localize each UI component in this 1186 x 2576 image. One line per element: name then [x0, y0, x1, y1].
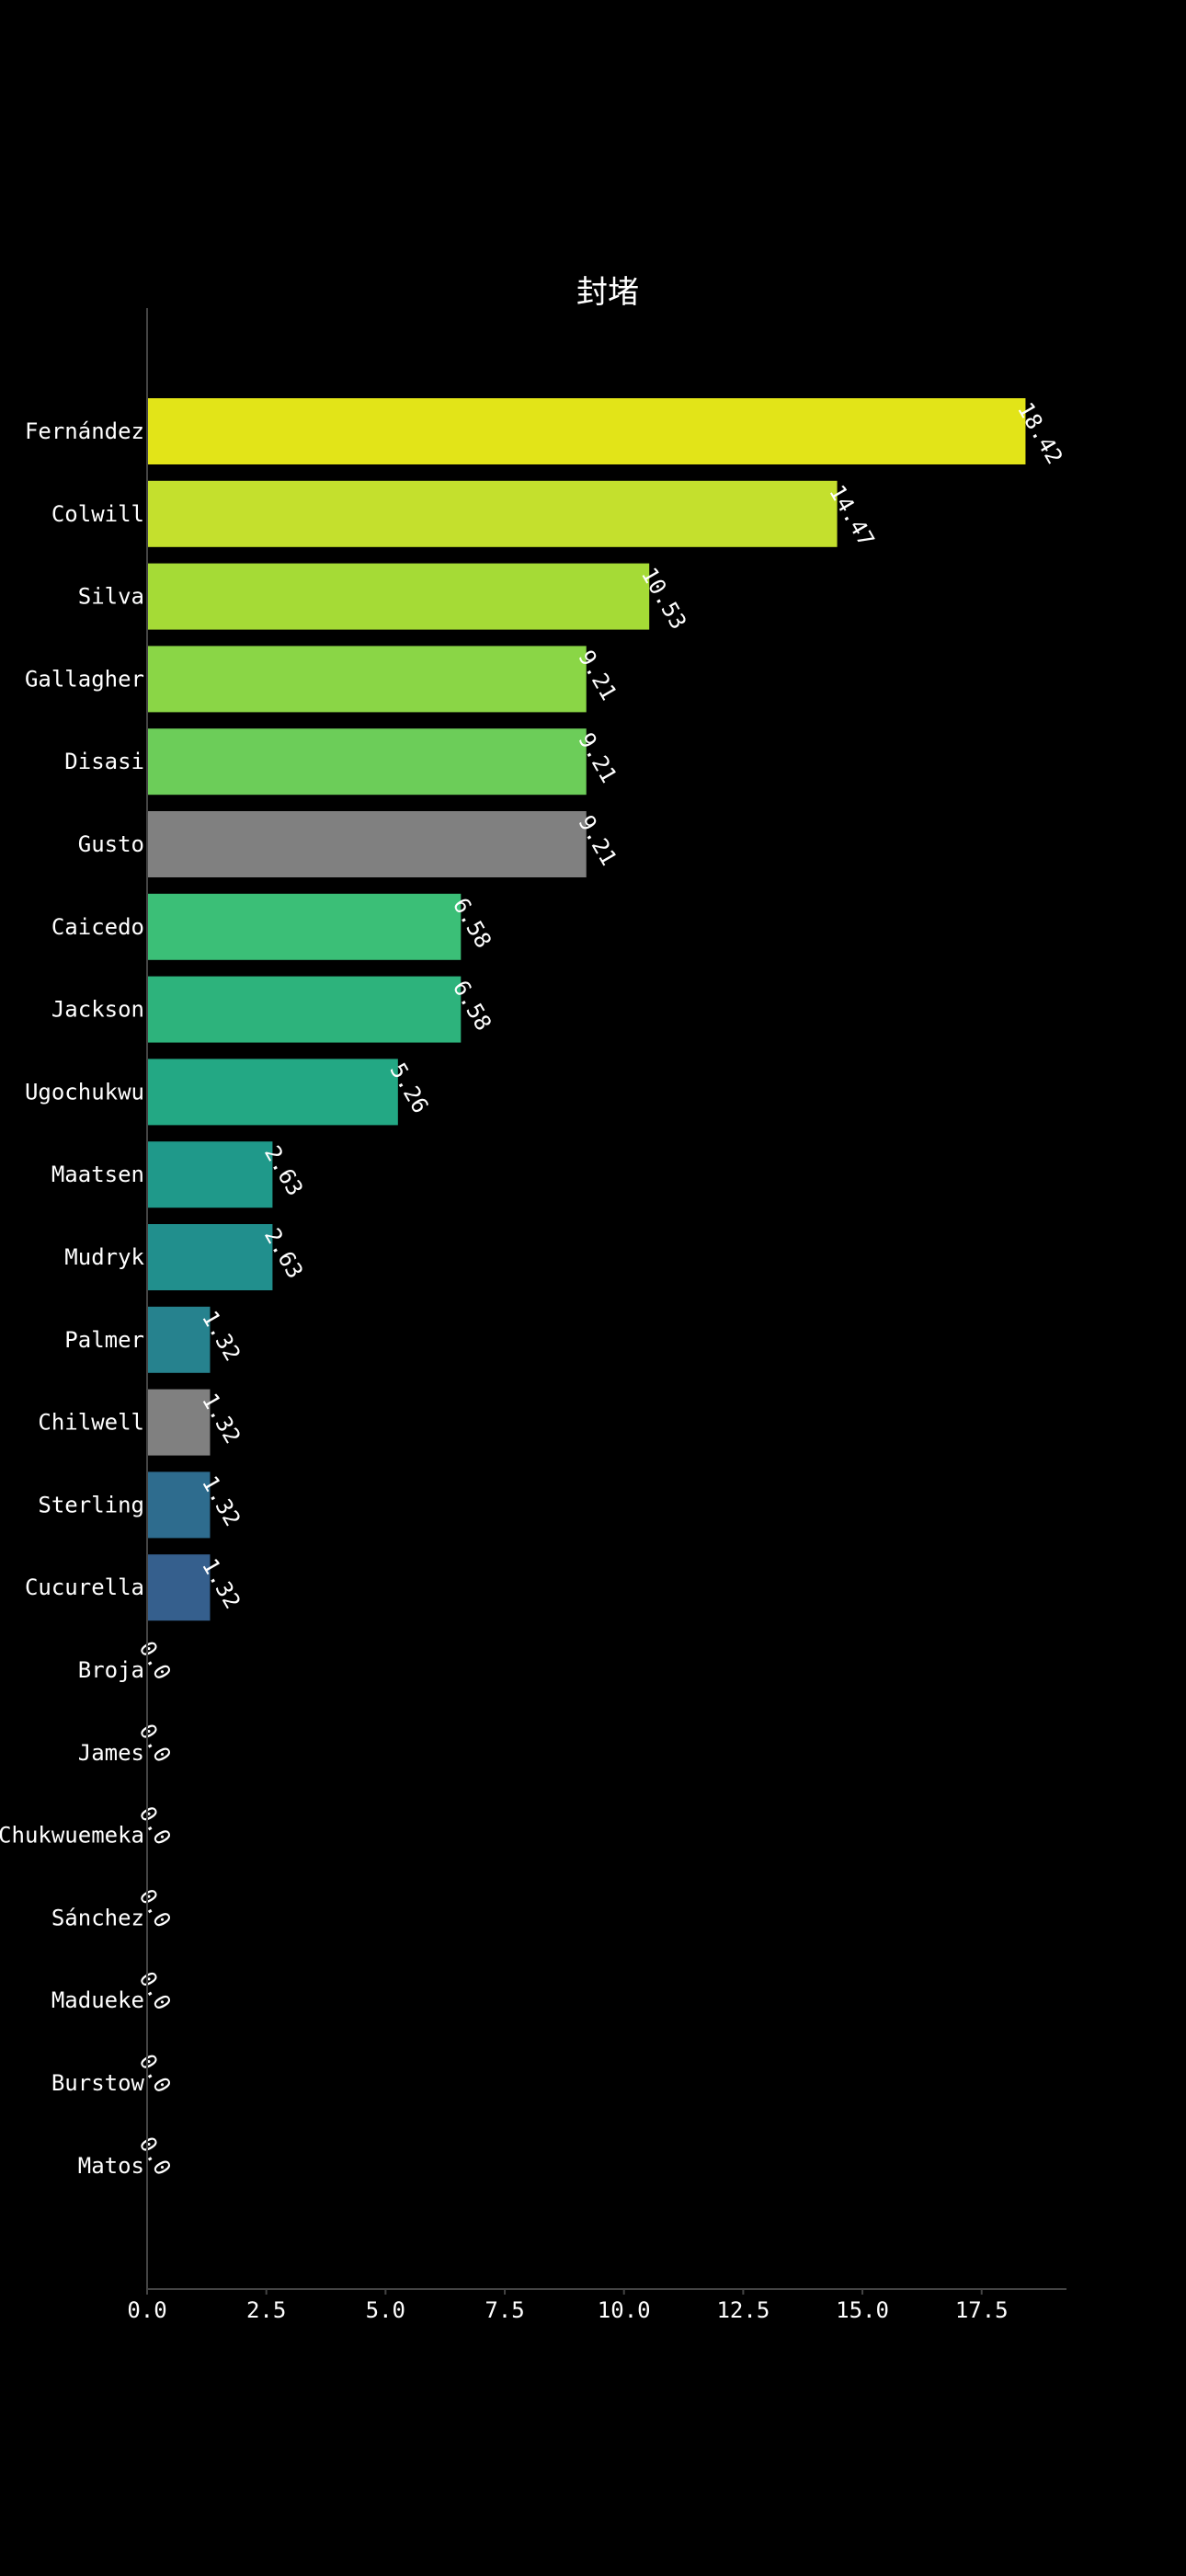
chart-title: 封堵	[576, 274, 639, 311]
x-tick-label: 17.5	[955, 2297, 1009, 2323]
x-tick-labels: 0.0 2.5 5.0 7.5 10.0 12.5 15.0 17.5	[127, 2297, 1008, 2323]
bar-caicedo	[147, 893, 462, 960]
category-label: Broja	[78, 1657, 144, 1683]
category-label: Colwill	[51, 501, 144, 527]
axes	[146, 308, 1066, 2295]
category-label: Mudryk	[64, 1244, 144, 1270]
bar-ugochukwu	[147, 1059, 398, 1126]
bar-fernández	[147, 398, 1026, 464]
category-label: Silva	[78, 584, 144, 610]
x-tick-label: 7.5	[485, 2297, 524, 2323]
category-label: Gusto	[78, 831, 144, 857]
category-labels: Fernández Colwill Silva Gallagher Disasi Gust…	[0, 418, 145, 2179]
category-label: Cucurella	[25, 1574, 144, 1600]
bar-cucurella	[147, 1554, 211, 1621]
bar-disasi	[147, 728, 587, 796]
category-label: Disasi	[64, 749, 144, 774]
bar-gusto	[147, 811, 587, 877]
x-tick-label: 12.5	[716, 2297, 770, 2323]
bar-maatsen	[147, 1141, 273, 1208]
category-label: Sánchez	[51, 1905, 144, 1930]
category-label: Gallagher	[25, 666, 144, 692]
bar-colwill	[147, 480, 838, 547]
x-tick-label: 2.5	[246, 2297, 286, 2323]
x-tick-label: 5.0	[366, 2297, 405, 2323]
category-label: Ugochukwu	[25, 1079, 144, 1105]
category-label: Sterling	[38, 1492, 144, 1517]
category-label: Caicedo	[51, 914, 144, 940]
x-tick-label: 10.0	[598, 2297, 651, 2323]
x-tick-label: 15.0	[836, 2297, 889, 2323]
category-label: Jackson	[51, 997, 144, 1023]
bars-layer	[147, 398, 1026, 1621]
category-label: Chukwuemeka	[0, 1823, 144, 1849]
category-label: Palmer	[64, 1327, 144, 1353]
category-label: Burstow	[51, 2070, 145, 2096]
bar-palmer	[147, 1306, 211, 1373]
bar-gallagher	[147, 646, 587, 713]
category-label: Madueke	[51, 1987, 144, 2013]
category-label: James	[78, 1740, 144, 1766]
category-label: Fernández	[25, 418, 144, 444]
bar-silva	[147, 563, 650, 630]
category-label: Matos	[78, 2153, 144, 2179]
bar-chilwell	[147, 1389, 211, 1456]
bar-sterling	[147, 1471, 211, 1539]
category-label: Maatsen	[51, 1162, 144, 1187]
category-label: Chilwell	[38, 1410, 144, 1436]
x-tick-label: 0.0	[127, 2297, 166, 2323]
bar-jackson	[147, 976, 462, 1043]
bar-mudryk	[147, 1224, 273, 1290]
